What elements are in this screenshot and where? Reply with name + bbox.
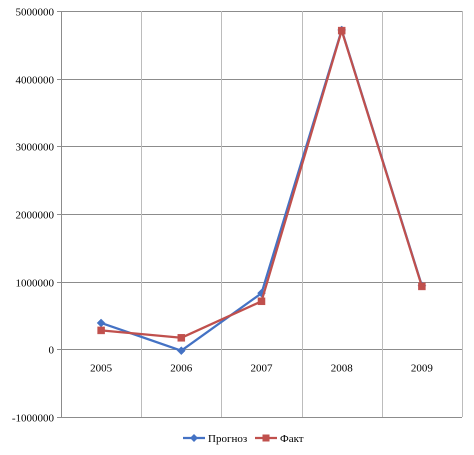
square-marker: [177, 334, 186, 342]
x-tick-label: 2005: [90, 362, 113, 374]
x-tick-label: 2007: [251, 362, 274, 374]
x-tick-label: 2008: [331, 362, 354, 374]
y-tick-label: 5000000: [16, 7, 55, 19]
square-marker: [337, 26, 346, 35]
y-tick-label: 2000000: [16, 210, 55, 222]
legend-diamond-icon: [190, 434, 198, 442]
legend-square-icon: [262, 434, 270, 442]
x-tick-label: 2006: [170, 362, 193, 374]
square-marker: [257, 297, 266, 306]
legend: Прогноз Факт: [183, 433, 304, 445]
y-tick-label: 4000000: [16, 75, 55, 87]
y-axis-ticks: 5000000 4000000 3000000 2000000 1000000 0 -100…: [12, 7, 61, 425]
y-tick-label: 3000000: [16, 142, 55, 154]
y-tick-label: 0: [49, 345, 55, 357]
grid-lines: [61, 11, 463, 418]
x-tick-label: 2009: [411, 362, 434, 374]
series-layer: [96, 25, 427, 356]
y-tick-label: 1000000: [16, 278, 55, 290]
diamond-marker: [96, 318, 106, 328]
y-tick-label: -1000000: [12, 413, 55, 425]
legend-label-1: Прогноз: [208, 433, 247, 445]
square-marker: [97, 326, 105, 335]
square-marker: [418, 282, 426, 291]
diamond-marker: [176, 346, 186, 356]
legend-label-2: Факт: [280, 433, 304, 445]
x-axis-ticks: 2005 2006 2007 2008 2009: [90, 362, 433, 374]
